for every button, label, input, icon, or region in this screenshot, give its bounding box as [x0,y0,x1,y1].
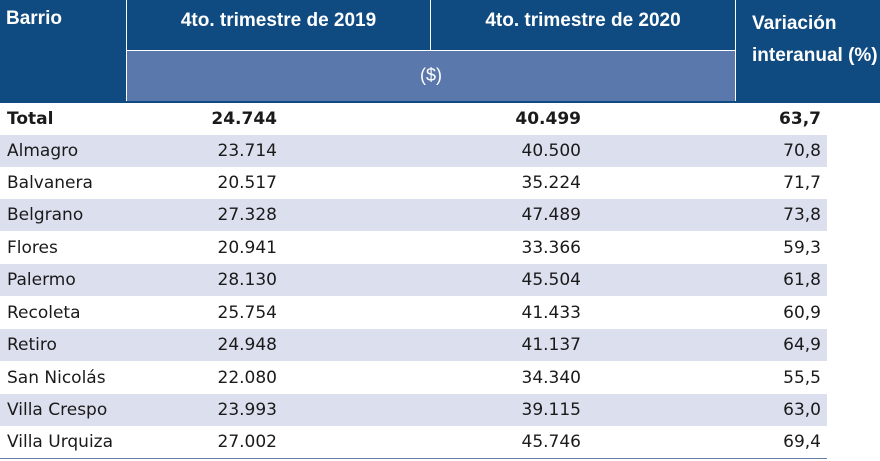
cell-name: Recoleta [7,303,81,323]
cell-2020: 41.137 [521,335,581,355]
cell-2020: 34.340 [521,368,581,388]
cell-variacion: 63,7 [779,109,821,129]
cell-variacion: 59,3 [783,238,821,258]
header-divider [0,101,880,103]
cell-name: San Nicolás [7,368,106,388]
table-bottom-rule [0,458,827,459]
cell-name: Belgrano [7,205,84,225]
header-variacion: Variación interanual (%) [736,0,880,101]
table-row: Belgrano 27.328 47.489 73,8 [0,199,827,231]
cell-2020: 40.499 [515,109,581,129]
cell-variacion: 71,7 [783,173,821,193]
cell-2019: 20.517 [217,173,277,193]
cell-2020: 39.115 [521,400,581,420]
cell-2019: 25.754 [217,303,277,323]
table-row: Balvanera 20.517 35.224 71,7 [0,167,827,199]
cell-2019: 27.002 [217,432,277,452]
cell-2019: 28.130 [217,270,277,290]
cell-name: Total [7,109,54,129]
cell-variacion: 64,9 [783,335,821,355]
header-variacion-line2: interanual (%) [752,45,878,66]
cell-2019: 23.993 [217,400,277,420]
table-row: Retiro 24.948 41.137 64,9 [0,329,827,361]
cell-variacion: 70,8 [783,141,821,161]
cell-2019: 27.328 [217,205,277,225]
table-row: Palermo 28.130 45.504 61,8 [0,264,827,296]
cell-2020: 45.504 [521,270,581,290]
table-row: Recoleta 25.754 41.433 60,9 [0,297,827,329]
header-2019: 4to. trimestre de 2019 [127,0,430,50]
cell-name: Palermo [7,270,76,290]
cell-2020: 45.746 [521,432,581,452]
cell-variacion: 55,5 [783,368,821,388]
header-barrio: Barrio [0,0,126,101]
header-variacion-line1: Variación [752,13,837,34]
cell-2020: 35.224 [521,173,581,193]
cell-2019: 20.941 [217,238,277,258]
cell-variacion: 60,9 [783,303,821,323]
cell-variacion: 63,0 [783,400,821,420]
table-row: San Nicolás 22.080 34.340 55,5 [0,362,827,394]
table-row-total: Total 24.744 40.499 63,7 [0,103,827,135]
cell-variacion: 69,4 [783,432,821,452]
header-2020: 4to. trimestre de 2020 [431,0,735,50]
cell-variacion: 73,8 [783,205,821,225]
table-row: Villa Urquiza 27.002 45.746 69,4 [0,426,827,458]
cell-name: Balvanera [7,173,93,193]
header-unit: ($) [127,51,735,101]
cell-name: Almagro [7,141,79,161]
cell-name: Flores [7,238,58,258]
cell-2020: 41.433 [521,303,581,323]
cell-2019: 22.080 [217,368,277,388]
cell-2019: 23.714 [217,141,277,161]
cell-2019: 24.948 [217,335,277,355]
table-row: Almagro 23.714 40.500 70,8 [0,135,827,167]
table-row: Flores 20.941 33.366 59,3 [0,232,827,264]
cell-2020: 40.500 [521,141,581,161]
cell-name: Villa Crespo [7,400,108,420]
cell-2019: 24.744 [211,109,277,129]
cell-name: Villa Urquiza [7,432,114,452]
cell-2020: 33.366 [521,238,581,258]
cell-name: Retiro [7,335,57,355]
cell-variacion: 61,8 [783,270,821,290]
table-row: Villa Crespo 23.993 39.115 63,0 [0,394,827,426]
cell-2020: 47.489 [521,205,581,225]
